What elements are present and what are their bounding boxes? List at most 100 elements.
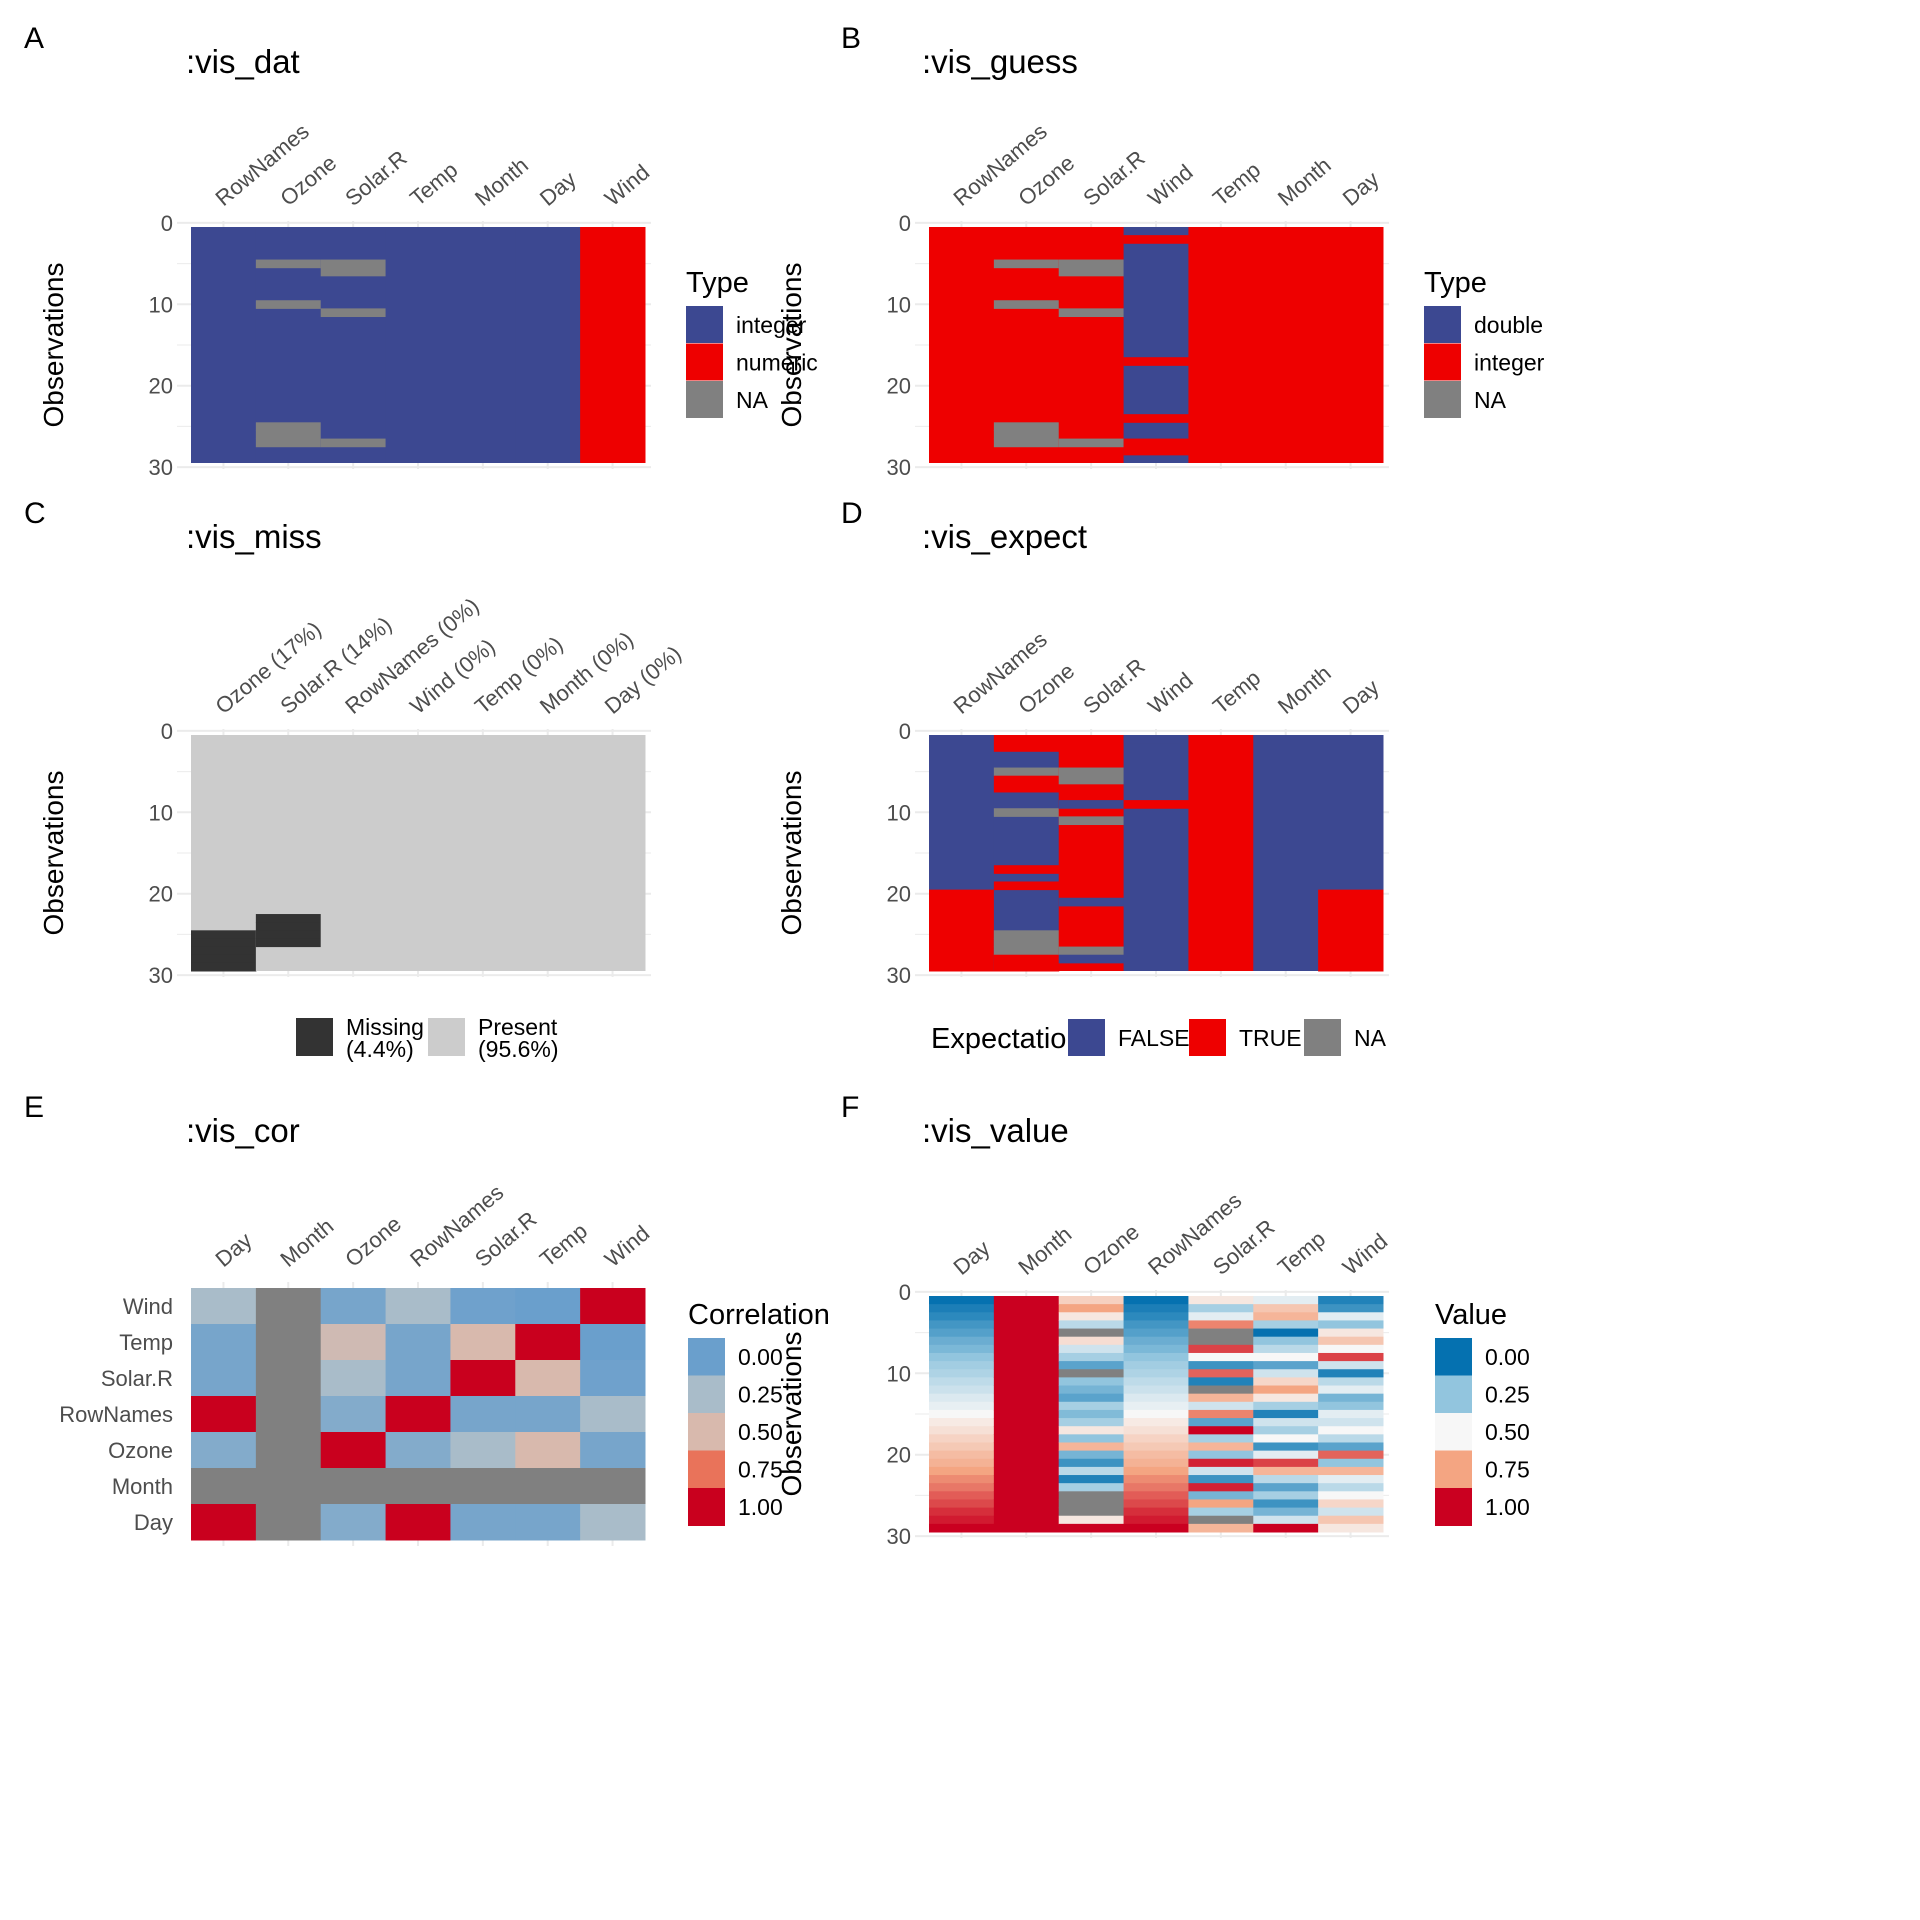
column-fill xyxy=(1253,227,1319,463)
legend: Correlation 0.00 0.25 0.50 0.75 1.00 xyxy=(688,1299,830,1526)
y-tick-label: Ozone xyxy=(108,1438,173,1463)
heatmap-cell xyxy=(320,1432,387,1469)
heatmap-cell xyxy=(993,1320,1060,1330)
heatmap-cell xyxy=(1318,1369,1384,1378)
heatmap-cell xyxy=(1123,438,1189,448)
heatmap-cell xyxy=(515,1360,581,1397)
legend-swatch xyxy=(1304,1019,1341,1056)
heatmap-cell xyxy=(191,946,257,956)
legend: Expectation FALSE TRUE NA xyxy=(931,1019,1387,1056)
heatmap-cell xyxy=(993,954,1060,964)
panel-label: E xyxy=(24,1091,44,1124)
heatmap-cell xyxy=(1188,1418,1254,1427)
heatmap-cell xyxy=(929,1369,995,1378)
heatmap-cell xyxy=(450,1504,516,1541)
column-fill xyxy=(450,227,516,463)
heatmap-cell xyxy=(929,946,995,956)
heatmap-cell xyxy=(1123,1320,1189,1330)
heatmap-cell xyxy=(1253,1523,1319,1533)
heatmap-cell xyxy=(1253,1296,1319,1305)
heatmap-cell xyxy=(1253,1336,1319,1346)
heatmap-cell xyxy=(1318,1450,1384,1460)
heatmap-cell xyxy=(929,1409,995,1419)
x-tick-label: Solar.R (14%) xyxy=(275,612,396,719)
heatmap-cell xyxy=(1058,1352,1125,1362)
heatmap-cell xyxy=(1058,1369,1125,1378)
x-tick-label: Day xyxy=(211,1228,257,1272)
column-fill xyxy=(929,227,995,463)
heatmap-cell xyxy=(1318,1336,1384,1346)
y-tick-label: 20 xyxy=(887,882,911,907)
heatmap-cell xyxy=(1123,1409,1189,1419)
heatmap-cell xyxy=(929,1401,995,1411)
heatmap-cell xyxy=(1318,1499,1384,1509)
heatmap-cell xyxy=(993,1336,1060,1346)
heatmap-cell xyxy=(1188,1442,1254,1452)
heatmap-cell xyxy=(1058,816,1125,826)
heatmap-cell xyxy=(929,1507,995,1517)
y-axis-label: Observations xyxy=(776,1332,807,1497)
heatmap-cell xyxy=(993,767,1060,777)
y-tick-label: 10 xyxy=(149,800,173,825)
heatmap-cell xyxy=(515,1432,581,1469)
heatmap-cell xyxy=(993,938,1060,948)
heatmap-cell xyxy=(1318,1352,1384,1362)
heatmap-cell xyxy=(580,1360,646,1397)
heatmap-cell xyxy=(450,1360,516,1397)
x-tick-label: Wind xyxy=(600,159,654,210)
x-tick-label: Temp xyxy=(405,157,462,211)
heatmap-cell xyxy=(1188,1515,1254,1525)
y-tick-label: 20 xyxy=(887,1443,911,1468)
x-tick-label: Temp xyxy=(1208,665,1265,719)
heatmap-cell xyxy=(1253,1352,1319,1362)
y-tick-label: 0 xyxy=(899,719,911,744)
heatmap-cell xyxy=(1058,1361,1125,1370)
heatmap-cell xyxy=(1123,1312,1189,1321)
heatmap-cell xyxy=(993,1442,1060,1452)
legend-title: Expectation xyxy=(931,1023,1083,1055)
heatmap-cell xyxy=(1188,1499,1254,1509)
y-tick-label: 10 xyxy=(887,800,911,825)
legend-label: 0.00 xyxy=(738,1344,783,1370)
heatmap-cell xyxy=(1253,1475,1319,1484)
heatmap-cell xyxy=(1058,1296,1125,1305)
heatmap-cell xyxy=(929,938,995,948)
legend-swatch xyxy=(1435,1375,1472,1414)
heatmap-cell xyxy=(1318,889,1384,899)
legend-label: TRUE xyxy=(1239,1025,1302,1051)
x-tick-label: Temp xyxy=(1208,157,1265,211)
heatmap-cell xyxy=(1318,914,1384,923)
heatmap-cell xyxy=(1123,735,1189,744)
legend-swatch xyxy=(688,1450,725,1489)
heatmap-cell xyxy=(450,1432,516,1469)
chart-title: :vis_dat xyxy=(186,43,300,80)
heatmap-cell xyxy=(1188,1409,1254,1419)
heatmap-cell xyxy=(1318,1344,1384,1354)
chart-title: :vis_miss xyxy=(186,518,322,555)
heatmap-cell xyxy=(1188,1352,1254,1362)
heatmap-cell xyxy=(993,300,1060,309)
heatmap-cell xyxy=(993,1401,1060,1411)
heatmap-cell xyxy=(929,1523,995,1533)
y-tick-label: 10 xyxy=(149,292,173,317)
heatmap-cell xyxy=(1188,1296,1254,1305)
heatmap-cell xyxy=(929,930,995,939)
heatmap-cell xyxy=(1123,1344,1189,1354)
heatmap-cell xyxy=(1123,1475,1189,1484)
heatmap-cell xyxy=(993,1515,1060,1525)
heatmap-cell xyxy=(1318,897,1384,907)
heatmap-cell xyxy=(1253,1515,1319,1525)
heatmap-cell xyxy=(1123,1523,1189,1533)
heatmap-cell xyxy=(385,1324,451,1361)
heatmap-cell xyxy=(515,1504,581,1541)
heatmap-cell xyxy=(255,938,322,948)
heatmap-cell xyxy=(1188,1369,1254,1378)
heatmap-cell xyxy=(1123,1369,1189,1378)
y-tick-label: Temp xyxy=(119,1330,173,1355)
heatmap-cell xyxy=(929,889,995,899)
heatmap-cell xyxy=(515,1468,581,1505)
y-tick-label: 0 xyxy=(899,1280,911,1305)
heatmap-cell xyxy=(1253,1466,1319,1476)
heatmap-cell xyxy=(1253,1304,1319,1313)
